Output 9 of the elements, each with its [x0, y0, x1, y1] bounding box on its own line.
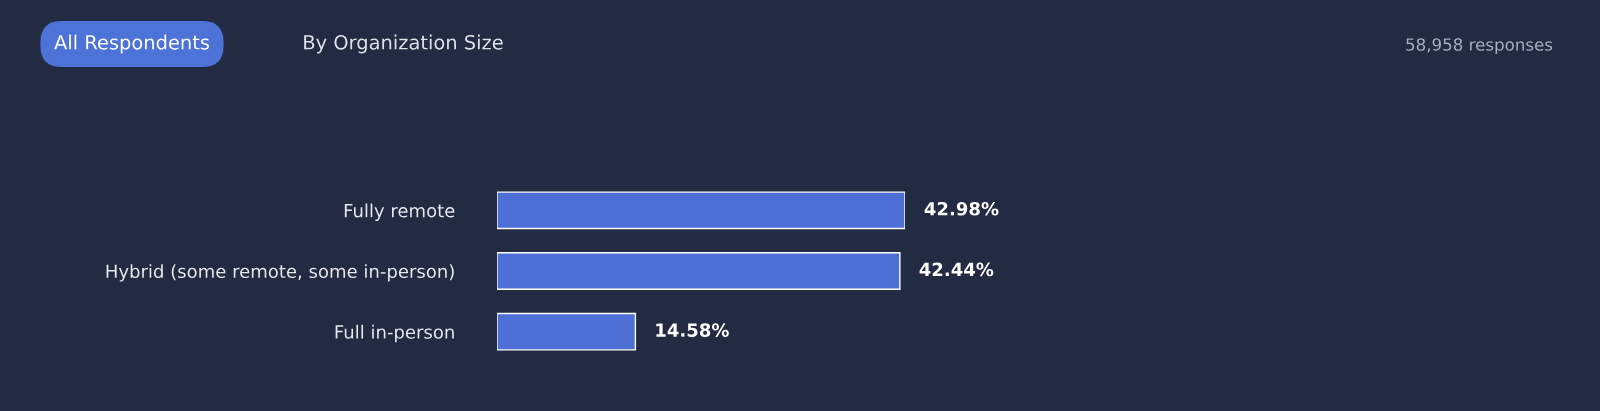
- y-tick-label: Full in-person: [335, 324, 454, 343]
- text: By Organization Size: [304, 34, 503, 54]
- data-label: 14.58%: [656, 323, 729, 337]
- text: 58,958 responses: [1406, 38, 1553, 55]
- y-tick-label: Hybrid (some remote, some in-person): [106, 264, 454, 282]
- data-label: 42.98%: [924, 201, 999, 216]
- data-label: 42.44%: [919, 262, 994, 277]
- text: All Respondents: [54, 34, 210, 54]
- y-tick-label: Fully remote: [344, 203, 455, 221]
